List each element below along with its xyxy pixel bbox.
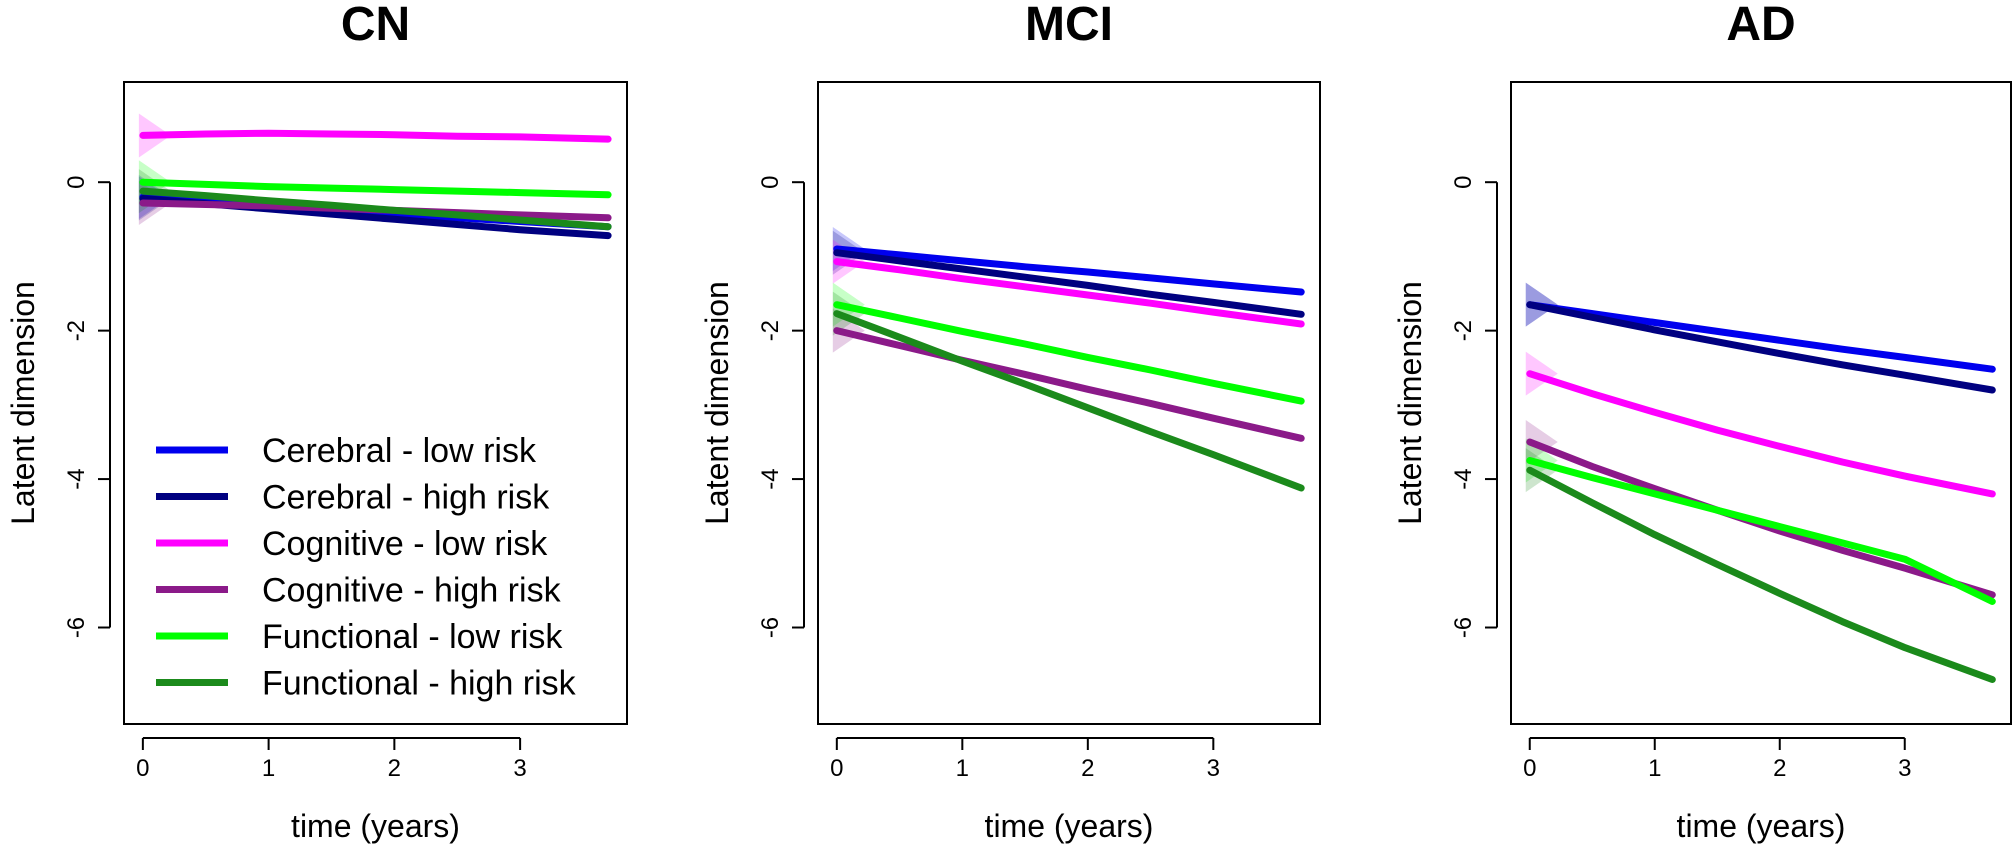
x-axis-label: time (years) bbox=[291, 808, 460, 844]
legend-label: Cerebral - low risk bbox=[262, 432, 537, 470]
series-line-1 bbox=[833, 245, 1305, 296]
y-tick-label: -6 bbox=[63, 617, 90, 638]
y-tick-label: -6 bbox=[757, 617, 784, 638]
legend-label: Cognitive - low risk bbox=[262, 525, 548, 563]
legend-label: Functional - low risk bbox=[262, 618, 563, 656]
series-line-6 bbox=[1526, 466, 1996, 683]
series-line-3 bbox=[139, 129, 612, 143]
series-line-3 bbox=[833, 258, 1305, 328]
x-tick-label: 2 bbox=[1773, 755, 1786, 782]
series-line-2 bbox=[833, 249, 1305, 318]
x-tick-label: 0 bbox=[1523, 755, 1536, 782]
y-tick-label: -2 bbox=[1450, 320, 1477, 341]
y-axis-label: Latent dimension bbox=[5, 281, 41, 525]
series-line-5 bbox=[1526, 457, 1996, 605]
series-line-4 bbox=[833, 327, 1305, 442]
x-tick-label: 2 bbox=[1081, 755, 1094, 782]
series-line-6 bbox=[833, 310, 1305, 492]
y-tick-label: -2 bbox=[757, 320, 784, 341]
chart-title: MCI bbox=[1025, 0, 1113, 51]
series-line-2 bbox=[1526, 301, 1996, 394]
legend-label: Functional - high risk bbox=[262, 665, 577, 703]
series-line-5 bbox=[139, 178, 612, 199]
x-tick-label: 3 bbox=[513, 755, 526, 782]
y-tick-label: -4 bbox=[757, 468, 784, 489]
confidence-band bbox=[1525, 351, 1558, 396]
series-line-5 bbox=[833, 301, 1305, 405]
x-tick-label: 1 bbox=[262, 755, 275, 782]
y-axis-label: Latent dimension bbox=[699, 281, 735, 525]
panels: CN 0 1 2 3 time (years) 0 -2 -4 -6 Latent dimensio… bbox=[5, 0, 2012, 844]
confidence-band bbox=[1525, 419, 1558, 464]
plot-frame bbox=[1510, 81, 2012, 725]
y-axis-label: Latent dimension bbox=[1392, 281, 1428, 525]
y-tick-label: 0 bbox=[1450, 176, 1477, 189]
series-line-6 bbox=[139, 187, 612, 231]
x-tick-label: 3 bbox=[1207, 755, 1220, 782]
legend-label: Cognitive - high risk bbox=[262, 572, 562, 610]
x-tick-label: 3 bbox=[1898, 755, 1911, 782]
y-tick-label: 0 bbox=[63, 176, 90, 189]
legend: Cerebral - low risk Cerebral - high risk C… bbox=[156, 432, 577, 703]
y-tick-label: -4 bbox=[1450, 468, 1477, 489]
legend-label: Cerebral - high risk bbox=[262, 479, 550, 517]
x-axis-label: time (years) bbox=[1677, 808, 1846, 844]
chart-panel-ad: AD 0 1 2 3 time (years) 0 -2 -4 -6 Latent dimensio… bbox=[1392, 0, 2012, 844]
chart-panel-mci: MCI 0 1 2 3 time (years) 0 -2 -4 -6 Latent dimensi… bbox=[699, 0, 1321, 844]
x-tick-label: 0 bbox=[830, 755, 843, 782]
chart-title: AD bbox=[1726, 0, 1795, 51]
x-tick-label: 1 bbox=[1648, 755, 1661, 782]
series-line-1 bbox=[1526, 301, 1996, 373]
y-tick-label: -2 bbox=[63, 320, 90, 341]
x-tick-label: 1 bbox=[956, 755, 969, 782]
y-tick-label: 0 bbox=[757, 176, 784, 189]
chart-title: CN bbox=[341, 0, 410, 51]
x-tick-label: 2 bbox=[388, 755, 401, 782]
y-tick-label: -6 bbox=[1450, 617, 1477, 638]
x-axis-label: time (years) bbox=[985, 808, 1154, 844]
x-tick-label: 0 bbox=[136, 755, 149, 782]
plot-frame bbox=[817, 81, 1321, 725]
plot-frame bbox=[123, 81, 628, 725]
chart-panel-cn: CN 0 1 2 3 time (years) 0 -2 -4 -6 Latent dimensio… bbox=[5, 0, 628, 844]
y-tick-label: -4 bbox=[63, 468, 90, 489]
series-line-3 bbox=[1526, 370, 1996, 498]
